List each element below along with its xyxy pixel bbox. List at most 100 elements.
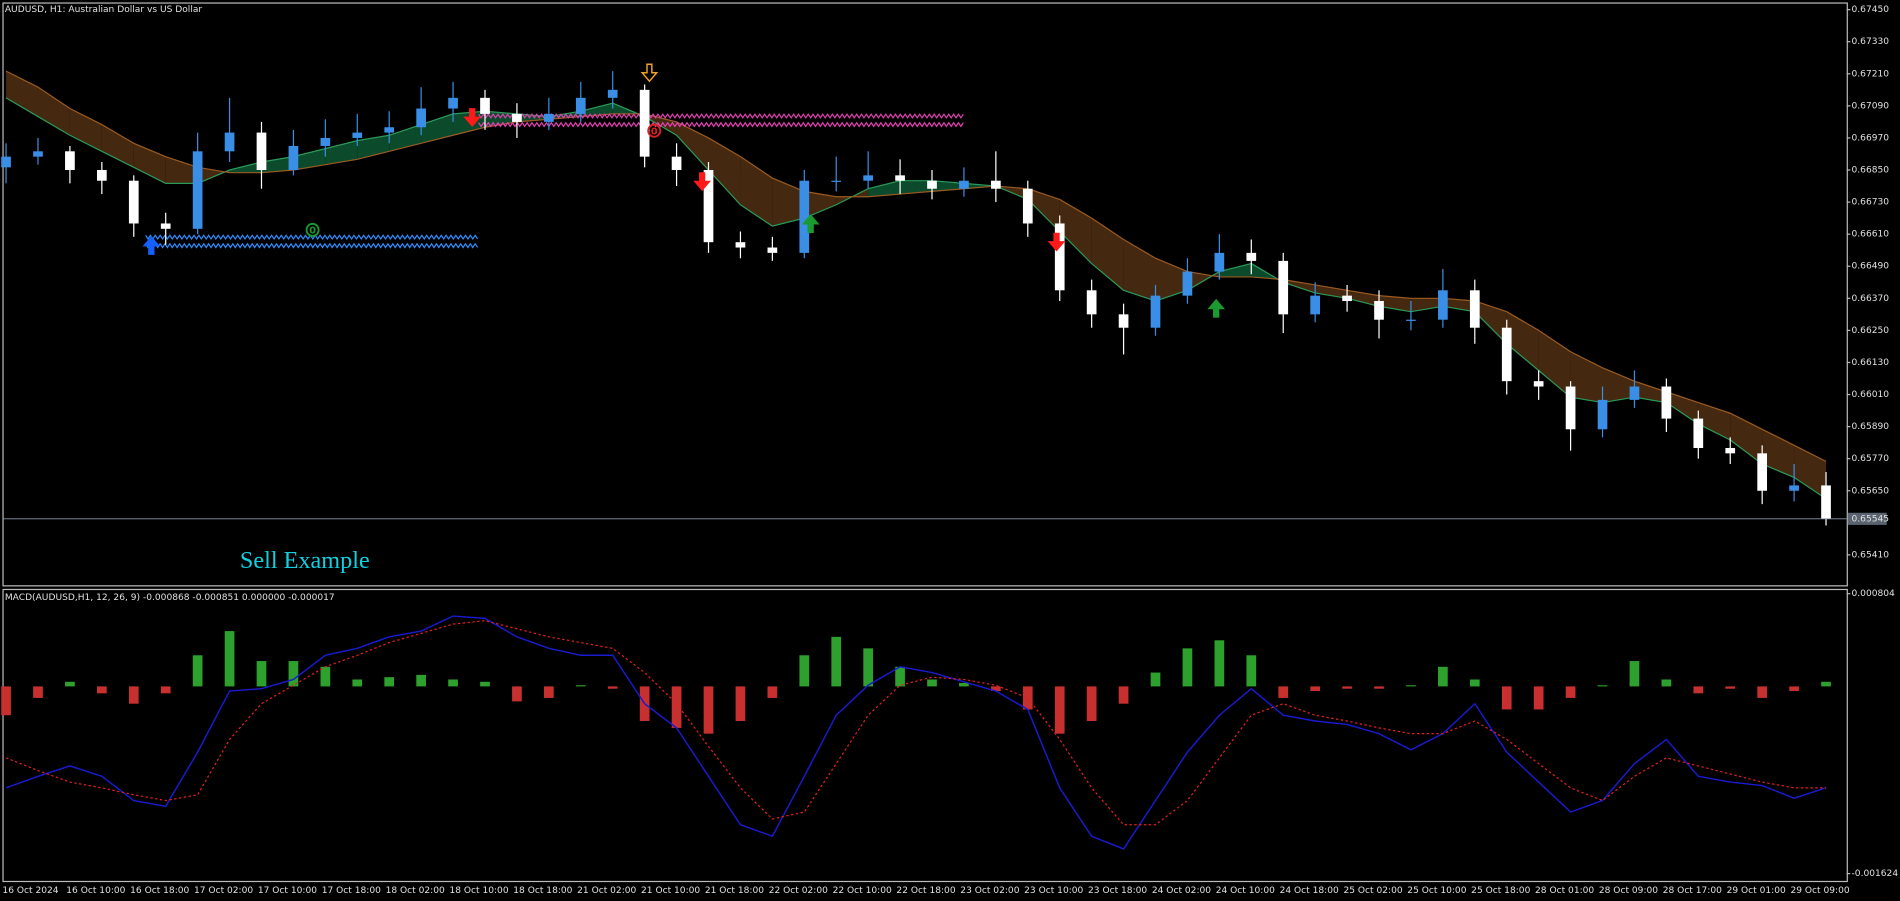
candle-body <box>735 242 746 248</box>
x-tick-label: 29 Oct 09:00 <box>1790 886 1849 896</box>
histogram-bar <box>671 686 682 728</box>
histogram-bar <box>512 686 522 702</box>
histogram-bar <box>1118 686 1129 704</box>
cloud-segment <box>1474 300 1507 344</box>
cloud-segment <box>6 71 38 117</box>
histogram-bar <box>192 655 203 687</box>
candle-body <box>1789 485 1799 491</box>
candle-body <box>1725 447 1736 454</box>
candle-body <box>959 180 969 189</box>
histogram-bar <box>1086 686 1097 721</box>
x-tick-label: 24 Oct 10:00 <box>1216 886 1275 896</box>
histogram-bar <box>160 686 171 694</box>
x-tick-label: 25 Oct 18:00 <box>1471 886 1530 896</box>
candle-body <box>192 151 203 229</box>
histogram-bar <box>767 686 778 698</box>
candle-body <box>416 108 426 128</box>
cloud-segment <box>165 156 198 184</box>
histogram-bar <box>703 686 714 734</box>
cloud-segment <box>1698 402 1731 440</box>
histogram-bar <box>1054 686 1065 734</box>
candle-body <box>639 89 650 157</box>
candle-body <box>384 127 395 133</box>
candle-body <box>320 137 331 146</box>
cloud-segment <box>1027 188 1060 232</box>
cloud-segment <box>69 108 102 152</box>
candle-body <box>256 132 267 171</box>
macd-title: MACD(AUDUSD,H1, 12, 26, 9) -0.000868 -0.… <box>5 593 335 603</box>
cloud-segment <box>1794 445 1827 499</box>
signal-arrow <box>1047 232 1066 252</box>
histogram-bar <box>831 636 842 687</box>
candle-body <box>65 151 75 171</box>
cloud-segment <box>421 113 454 144</box>
cloud-segment <box>804 191 837 219</box>
signal-arrow <box>142 236 161 255</box>
candle-body <box>1661 386 1672 419</box>
signal-level <box>478 113 964 119</box>
cloud-segment <box>101 124 134 168</box>
x-tick-label: 18 Oct 10:00 <box>449 886 508 896</box>
candle-body <box>448 97 458 109</box>
candle-body <box>128 180 139 224</box>
y-tick-label: 0.66010 <box>1852 390 1890 400</box>
cloud-segment <box>1347 290 1380 307</box>
x-tick-label: 16 Oct 10:00 <box>66 886 125 896</box>
histogram-bar <box>448 679 458 687</box>
candle-body <box>1342 295 1352 301</box>
histogram-bar <box>544 686 554 698</box>
candle-body <box>1501 327 1512 382</box>
current-price-label: 0.65545 <box>1852 514 1890 524</box>
x-tick-label: 22 Oct 10:00 <box>833 886 892 896</box>
y-tick-label: 0.65770 <box>1852 454 1890 464</box>
cloud-segment <box>1219 263 1252 277</box>
x-tick-label: 23 Oct 02:00 <box>960 886 1019 896</box>
marker-label: 0 <box>309 225 316 236</box>
cloud-segment <box>1059 199 1092 264</box>
x-tick-label: 22 Oct 02:00 <box>769 886 828 896</box>
x-tick-label: 21 Oct 18:00 <box>705 886 764 896</box>
y-tick-label: 0.66370 <box>1852 294 1890 304</box>
signal-arrow <box>1207 298 1226 318</box>
histogram-bar <box>863 648 873 687</box>
cloud-segment <box>1155 258 1188 301</box>
candle-body <box>480 97 490 114</box>
cloud-segment <box>1634 381 1667 403</box>
candle-body <box>927 180 937 189</box>
histogram-bar <box>1597 685 1608 687</box>
candle-body <box>1214 252 1225 272</box>
histogram-bar <box>991 686 1001 692</box>
signal-arrow <box>640 63 659 83</box>
x-tick-label: 22 Oct 18:00 <box>896 886 955 896</box>
histogram-bar <box>1661 679 1672 687</box>
histogram-bar <box>128 686 139 704</box>
histogram-bar <box>1821 681 1831 687</box>
cloud-segment <box>995 186 1028 200</box>
cloud-line <box>5 70 1827 462</box>
histogram-bar <box>1438 666 1448 687</box>
x-tick-label: 16 Oct 18:00 <box>130 886 189 896</box>
histogram-bar <box>1501 686 1512 710</box>
x-tick-label: 21 Oct 10:00 <box>641 886 700 896</box>
candle-body <box>352 132 363 138</box>
cloud-segment <box>1602 367 1635 403</box>
cloud-segment <box>772 178 805 227</box>
histogram-bar <box>1150 672 1161 687</box>
x-tick-label: 28 Oct 17:00 <box>1663 886 1722 896</box>
signal-arrow <box>693 172 711 192</box>
candle-body <box>160 223 171 229</box>
main-panel-frame <box>2 2 1848 587</box>
cloud-line <box>5 97 1827 500</box>
cloud-segment <box>932 180 964 192</box>
histogram-bar <box>416 674 426 687</box>
histogram-bar <box>1406 685 1416 687</box>
candle-body <box>1054 223 1065 291</box>
marker <box>647 123 662 138</box>
x-tick-label: 17 Oct 10:00 <box>258 886 317 896</box>
histogram-bar <box>1214 640 1225 687</box>
signal-level <box>478 121 964 128</box>
candle-body <box>1182 271 1193 296</box>
histogram-bar <box>352 679 363 687</box>
histogram-bar <box>1533 686 1544 710</box>
candle-body <box>1597 399 1608 430</box>
